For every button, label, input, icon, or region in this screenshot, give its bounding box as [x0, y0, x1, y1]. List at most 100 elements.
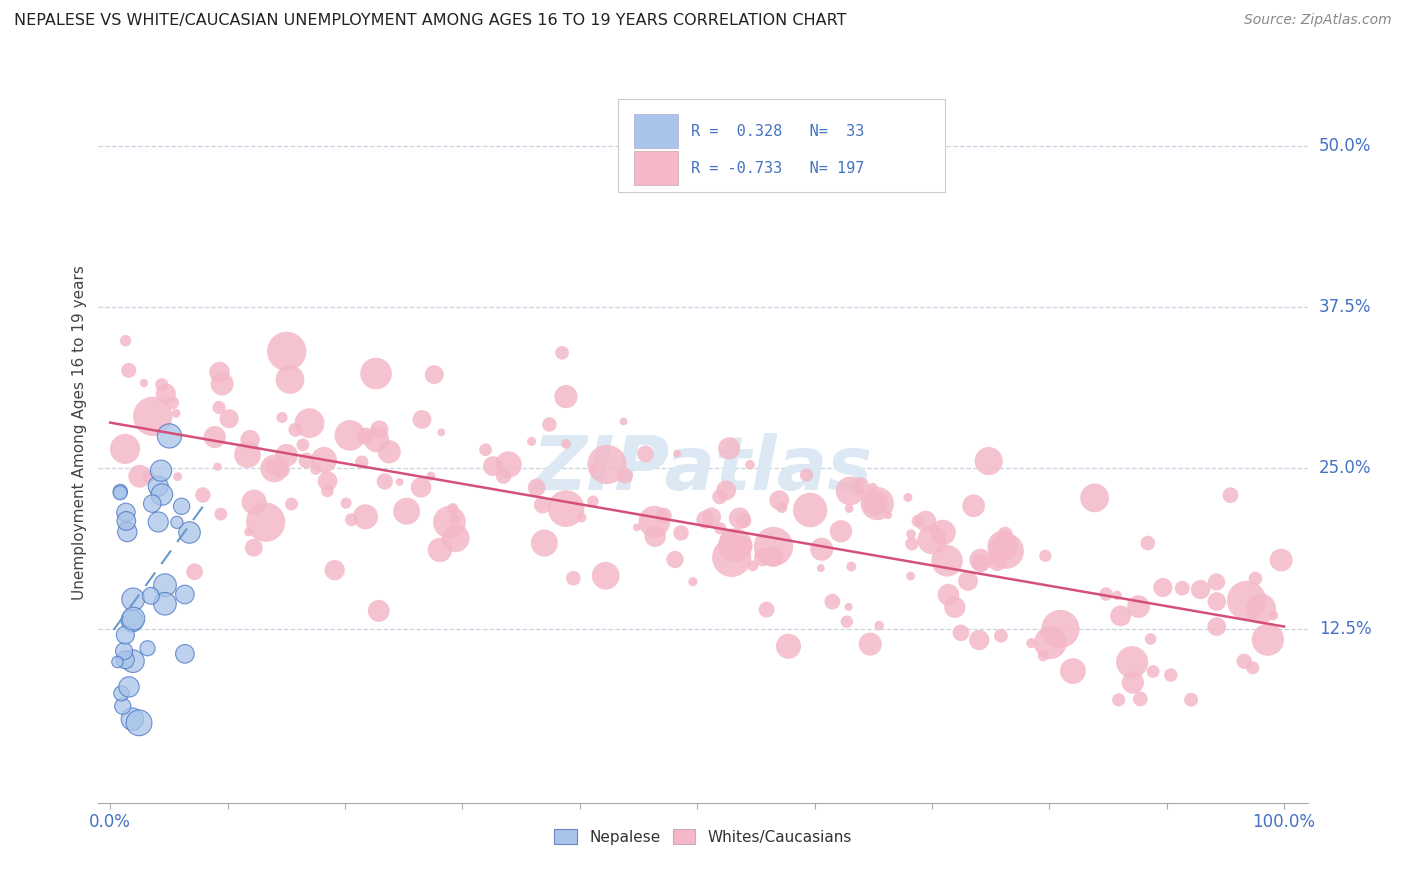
Point [865, 496, 887, 510]
Point [682, 574, 704, 589]
Point [1205, 574, 1227, 589]
Point [323, 563, 346, 577]
Point [595, 568, 617, 582]
Point [312, 453, 335, 467]
Point [1032, 648, 1054, 663]
Point [208, 401, 231, 415]
Point [354, 429, 377, 443]
Point [526, 481, 548, 495]
Point [582, 494, 605, 508]
Point [423, 368, 446, 382]
Point [284, 423, 307, 437]
Point [943, 600, 966, 615]
Point [555, 437, 578, 451]
Point [183, 565, 205, 579]
Point [262, 460, 284, 475]
Point [153, 597, 176, 611]
Point [1084, 491, 1107, 505]
Point [1122, 675, 1144, 690]
Point [236, 448, 259, 462]
Point [305, 462, 328, 476]
Point [634, 447, 657, 461]
Point [316, 474, 339, 488]
Point [170, 500, 193, 514]
Text: R = -0.733   N= 197: R = -0.733 N= 197 [690, 161, 865, 176]
Point [208, 365, 231, 379]
Point [1062, 664, 1084, 678]
Point [967, 632, 990, 647]
Point [538, 417, 561, 432]
Point [821, 595, 844, 609]
Point [148, 515, 170, 529]
Point [995, 544, 1018, 558]
Point [150, 464, 173, 478]
Point [551, 346, 574, 360]
Point [936, 554, 959, 568]
Point [770, 500, 793, 515]
Point [835, 615, 858, 629]
Point [533, 536, 555, 550]
Point [626, 520, 648, 534]
Point [118, 363, 141, 377]
Point [239, 433, 262, 447]
Point [139, 589, 162, 603]
Point [114, 653, 136, 667]
Point [709, 490, 731, 504]
Point [166, 469, 188, 483]
Point [298, 416, 321, 430]
Point [700, 510, 723, 524]
Point [613, 468, 636, 483]
Point [1250, 601, 1272, 615]
FancyBboxPatch shape [634, 152, 678, 186]
Point [957, 574, 980, 588]
Point [159, 429, 181, 443]
Point [977, 454, 1000, 468]
Point [271, 410, 294, 425]
Point [714, 483, 737, 498]
Point [1270, 553, 1292, 567]
Point [378, 444, 401, 458]
Point [173, 587, 195, 601]
Point [1033, 549, 1056, 563]
Point [728, 511, 751, 525]
Point [990, 629, 1012, 643]
Point [752, 550, 775, 565]
Point [596, 458, 619, 472]
Point [110, 686, 132, 700]
Point [150, 487, 173, 501]
Point [868, 618, 890, 632]
Point [254, 515, 277, 529]
Point [444, 531, 467, 545]
Point [243, 495, 266, 509]
Point [153, 578, 176, 592]
Point [866, 497, 889, 511]
FancyBboxPatch shape [634, 114, 678, 148]
Point [263, 461, 285, 475]
Text: 25.0%: 25.0% [1319, 459, 1371, 477]
Point [718, 532, 741, 546]
Point [724, 538, 747, 552]
Point [1219, 488, 1241, 502]
Point [238, 525, 260, 540]
Text: Source: ZipAtlas.com: Source: ZipAtlas.com [1244, 13, 1392, 28]
Point [1171, 581, 1194, 595]
Text: 37.5%: 37.5% [1319, 298, 1371, 316]
Point [897, 491, 920, 505]
Point [441, 501, 464, 516]
Point [395, 504, 418, 518]
Point [720, 550, 742, 565]
Point [316, 483, 339, 498]
Point [243, 541, 266, 555]
Point [1152, 581, 1174, 595]
Point [122, 654, 145, 668]
Point [374, 475, 396, 489]
Point [562, 571, 585, 585]
Point [138, 469, 160, 483]
Point [733, 514, 755, 528]
Point [986, 555, 1008, 569]
Point [768, 493, 790, 508]
Point [204, 430, 226, 444]
Text: 12.5%: 12.5% [1319, 620, 1371, 638]
Point [148, 479, 170, 493]
Point [838, 599, 860, 614]
